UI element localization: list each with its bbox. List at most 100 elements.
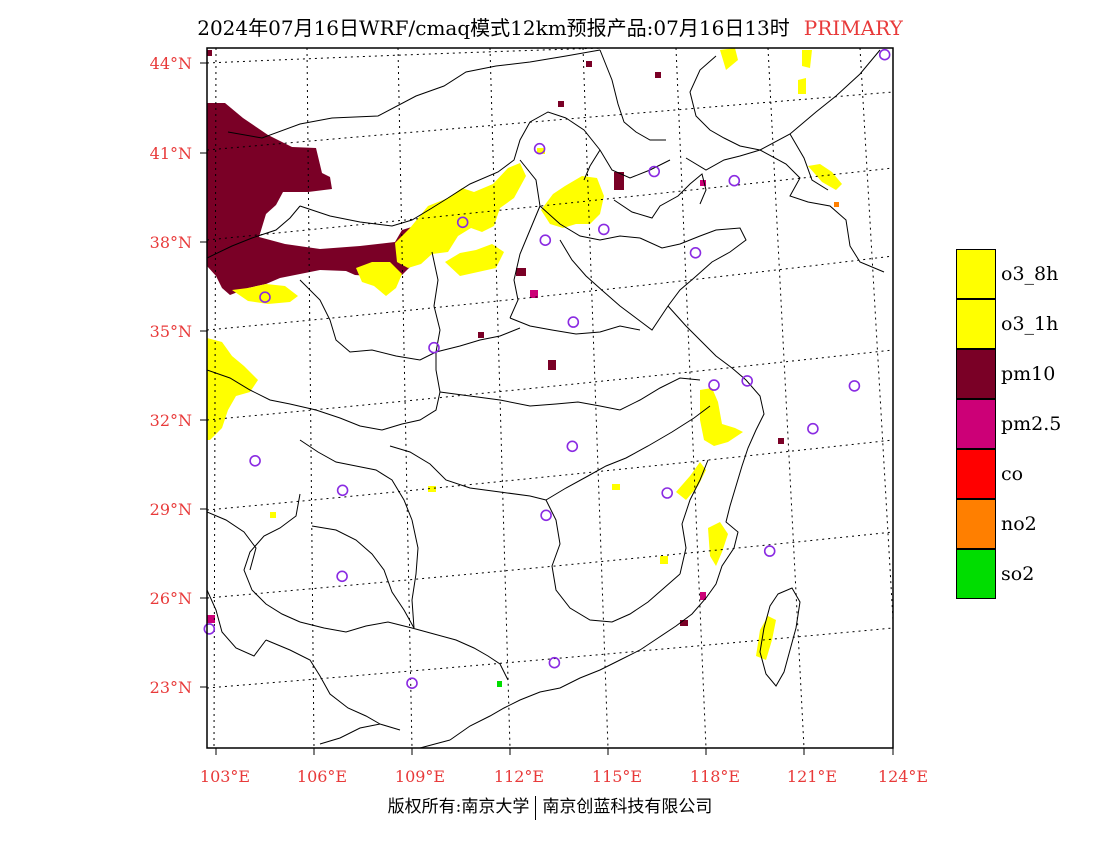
lat-label: 29°N — [150, 500, 192, 519]
footer-separator — [535, 795, 537, 820]
legend-label: so2 — [1001, 563, 1035, 585]
pm10-cell — [680, 620, 688, 626]
copyright-owner: 版权所有:南京大学 — [387, 797, 530, 817]
lat-label: 26°N — [150, 589, 192, 608]
station-marker — [848, 380, 861, 392]
copyright-company: 南京创蓝科技有限公司 — [542, 797, 713, 817]
legend-label: no2 — [1001, 513, 1037, 535]
lat-label: 35°N — [150, 322, 192, 341]
lon-label: 121°E — [787, 767, 837, 786]
lon-label: 118°E — [690, 767, 740, 786]
pm10-cell — [614, 172, 624, 190]
station-marker — [336, 484, 349, 497]
pm10-cell — [207, 50, 212, 56]
o3-field-zhejiang — [676, 462, 706, 500]
legend-swatch — [956, 349, 996, 399]
graticule — [207, 48, 893, 748]
pm10-cell — [778, 438, 784, 444]
station-marker — [456, 216, 469, 229]
copyright-footer: 版权所有:南京大学 南京创蓝科技有限公司 — [0, 792, 1100, 820]
station-marker — [540, 509, 552, 522]
o3-field-gansu — [232, 284, 298, 304]
o3-field-innermongolia-b — [802, 50, 812, 68]
o3-cell — [612, 484, 620, 490]
legend-swatch — [956, 449, 996, 499]
station-marker — [708, 379, 720, 391]
o3-field-shanxi — [445, 244, 504, 276]
station-marker — [406, 677, 418, 690]
station-marker — [203, 623, 216, 635]
legend-label: pm10 — [1001, 363, 1056, 385]
map-frame — [206, 47, 894, 749]
pm10-cell — [558, 101, 564, 107]
o3-field-hebei — [541, 176, 604, 228]
lat-label: 38°N — [150, 233, 192, 252]
lat-label: 32°N — [150, 411, 192, 430]
map-title: 2024年07月16日WRF/cmaq模式12km预报产品:07月16日13时 P… — [0, 12, 1100, 41]
o3-field-ningxia — [356, 262, 402, 296]
legend-label: o3_8h — [1001, 263, 1059, 285]
title-text: 2024年07月16日WRF/cmaq模式12km预报产品:07月16日13时 — [197, 16, 790, 40]
o3-field-innermongolia-a — [720, 48, 738, 70]
pm10-cell — [516, 268, 526, 276]
station-marker — [661, 487, 674, 499]
station-marker — [567, 316, 580, 328]
station-marker — [807, 422, 819, 435]
lon-label: 124°E — [878, 767, 928, 786]
pm10-cell — [478, 332, 484, 338]
axis-ticks — [200, 62, 894, 755]
station-marker — [741, 375, 754, 387]
o3-field-fujian — [708, 522, 728, 566]
o3-cell — [537, 148, 545, 154]
station-marker — [763, 545, 776, 557]
station-markers — [203, 48, 891, 690]
o3-cell — [660, 556, 668, 564]
station-marker — [597, 223, 610, 236]
lat-label: 41°N — [150, 144, 192, 163]
legend-swatch — [956, 299, 996, 349]
o3-field-taiwan — [756, 616, 776, 660]
legend-swatch — [956, 249, 996, 299]
boundaries — [207, 49, 885, 748]
pm25-cell — [207, 615, 215, 623]
station-marker — [259, 291, 271, 304]
lon-label: 115°E — [592, 767, 642, 786]
o3-field-northeast — [808, 164, 842, 190]
station-marker — [336, 570, 348, 583]
legend-swatch — [956, 399, 996, 449]
legend-swatch — [956, 549, 996, 599]
lon-label: 112°E — [494, 767, 544, 786]
legend-label: co — [1001, 463, 1024, 485]
lon-label: 106°E — [297, 767, 347, 786]
pm10-cell — [655, 72, 661, 78]
o3-cell — [270, 512, 276, 518]
station-marker — [566, 440, 579, 453]
o3-field-westsichuan — [207, 338, 258, 440]
o3-cell — [428, 486, 436, 492]
o3-field-jiangsu — [700, 388, 743, 446]
lat-axis-labels: 44°N 41°N 38°N 35°N 32°N 29°N 26°N 23°N — [150, 54, 192, 697]
o3-field-northchina — [395, 163, 526, 268]
lat-label: 44°N — [150, 54, 192, 73]
station-marker — [689, 247, 702, 259]
lon-label: 103°E — [200, 767, 250, 786]
station-marker — [539, 234, 552, 246]
station-marker — [728, 174, 741, 187]
station-marker — [428, 341, 440, 354]
pm10-cell — [548, 360, 556, 370]
pm10-field-northwest — [207, 103, 441, 295]
station-marker — [249, 454, 261, 467]
pm25-cell — [700, 592, 706, 600]
lon-axis-labels: 103°E 106°E 109°E 112°E 115°E 118°E 121°… — [200, 767, 928, 786]
so2-cell — [497, 681, 502, 687]
lat-label: 23°N — [150, 678, 192, 697]
legend-label: o3_1h — [1001, 313, 1059, 335]
legend-swatch — [956, 499, 996, 549]
station-marker — [548, 656, 561, 669]
no2-cell — [834, 202, 839, 207]
station-marker — [648, 165, 661, 178]
pm10-cell — [586, 61, 592, 67]
legend-label: pm2.5 — [1001, 413, 1062, 435]
pm25-cell — [700, 180, 706, 186]
